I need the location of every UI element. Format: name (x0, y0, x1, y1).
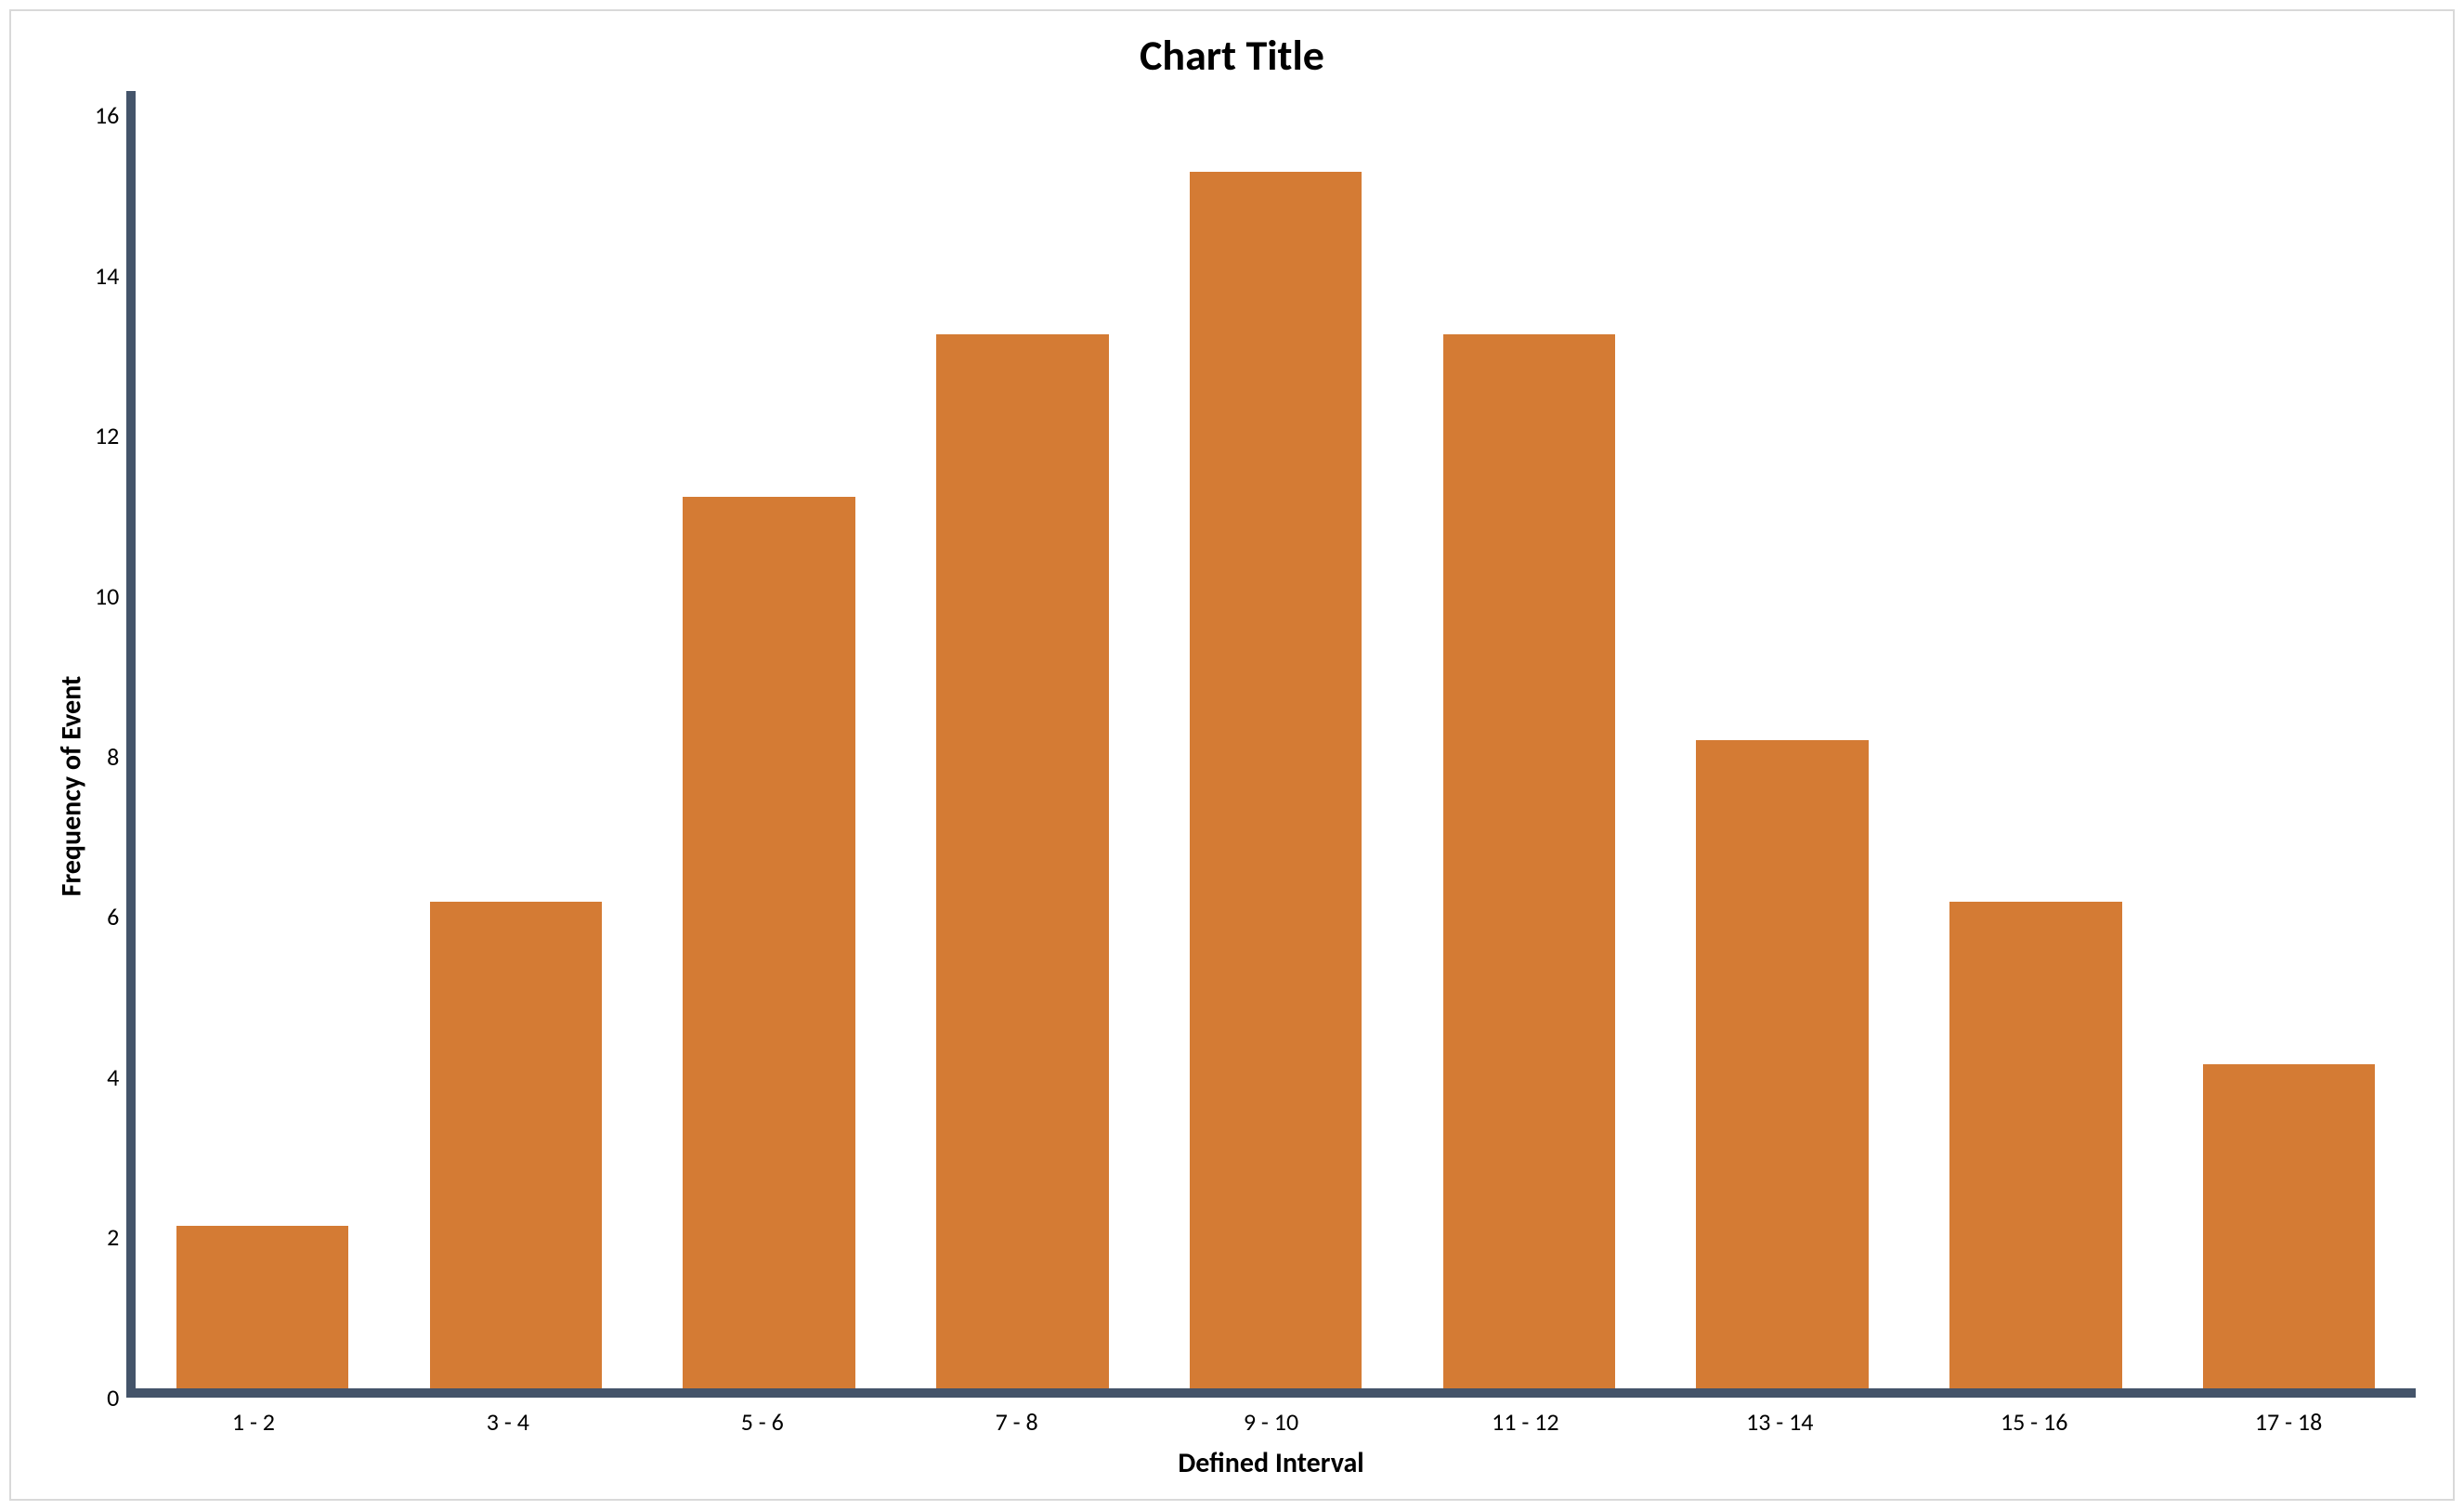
bar-slot (643, 91, 896, 1388)
bar (1443, 334, 1615, 1388)
xaxis-tick-labels: 1 - 23 - 45 - 67 - 89 - 1011 - 1213 - 14… (126, 1407, 2416, 1437)
chart-frame: Chart Title Frequency of Event 0 2 4 6 8 10 12… (9, 9, 2455, 1501)
xaxis-tick-label: 11 - 12 (1398, 1407, 1652, 1437)
bar (430, 902, 602, 1388)
bar (1190, 172, 1362, 1388)
xaxis-title-row: Defined Interval (95, 1446, 2416, 1480)
yaxis-tick-label: 12 (95, 423, 119, 448)
yaxis-tick-label: 6 (95, 905, 119, 929)
bar (936, 334, 1108, 1388)
xaxis-tick-label: 3 - 4 (381, 1407, 635, 1437)
chart-title: Chart Title (48, 30, 2416, 82)
bars-container (136, 91, 2416, 1388)
yaxis-tick-label: 2 (95, 1225, 119, 1249)
plot-row: 0246810121416 (95, 91, 2416, 1398)
xaxis-title: Defined Interval (126, 1446, 2416, 1480)
bar-slot (896, 91, 1150, 1388)
yaxis-tick-label: 4 (95, 1065, 119, 1089)
xlabels-row: 1 - 23 - 45 - 67 - 89 - 1011 - 1213 - 14… (95, 1407, 2416, 1437)
yaxis-title-wrap: Frequency of Event (48, 91, 95, 1480)
bar (2203, 1064, 2375, 1388)
yaxis-tick-label: 14 (95, 264, 119, 288)
xaxis-tick-label: 13 - 14 (1652, 1407, 1907, 1437)
yaxis-tick-label: 10 (95, 584, 119, 608)
bar-slot (1656, 91, 1910, 1388)
bar-slot (1149, 91, 1402, 1388)
xaxis-tick-label: 17 - 18 (2161, 1407, 2416, 1437)
yaxis-ticks: 0246810121416 (95, 91, 126, 1398)
bar-slot (2162, 91, 2416, 1388)
bar (1949, 902, 2121, 1388)
yaxis-tick-label: 16 (95, 103, 119, 127)
plot-area (126, 91, 2416, 1398)
yaxis-title: Frequency of Event (55, 675, 89, 896)
chart-outer: Chart Title Frequency of Event 0 2 4 6 8 10 12… (0, 0, 2464, 1510)
bar (176, 1226, 348, 1388)
plot-with-xlabels: 0 2 4 6 8 10 12 14 16 1 - 23 - 45 - 67 - 89 - 10… (95, 91, 2416, 1480)
yaxis-tick-label: 0 (95, 1386, 119, 1410)
bar-slot (1402, 91, 1656, 1388)
yaxis-tick-label: 8 (95, 745, 119, 769)
xaxis-tick-label: 1 - 2 (126, 1407, 381, 1437)
bar-slot (389, 91, 643, 1388)
xaxis-tick-label: 9 - 10 (1144, 1407, 1399, 1437)
xaxis-tick-label: 15 - 16 (1907, 1407, 2161, 1437)
xaxis-title-spacer (95, 1446, 126, 1480)
bar-slot (136, 91, 389, 1388)
bar-slot (1910, 91, 2163, 1388)
bar (683, 497, 854, 1388)
xaxis-tick-label: 7 - 8 (890, 1407, 1144, 1437)
bar (1696, 740, 1868, 1389)
chart-body: Frequency of Event 0 2 4 6 8 10 12 14 16 1 - 23 … (48, 91, 2416, 1480)
xaxis-tick-label: 5 - 6 (635, 1407, 890, 1437)
